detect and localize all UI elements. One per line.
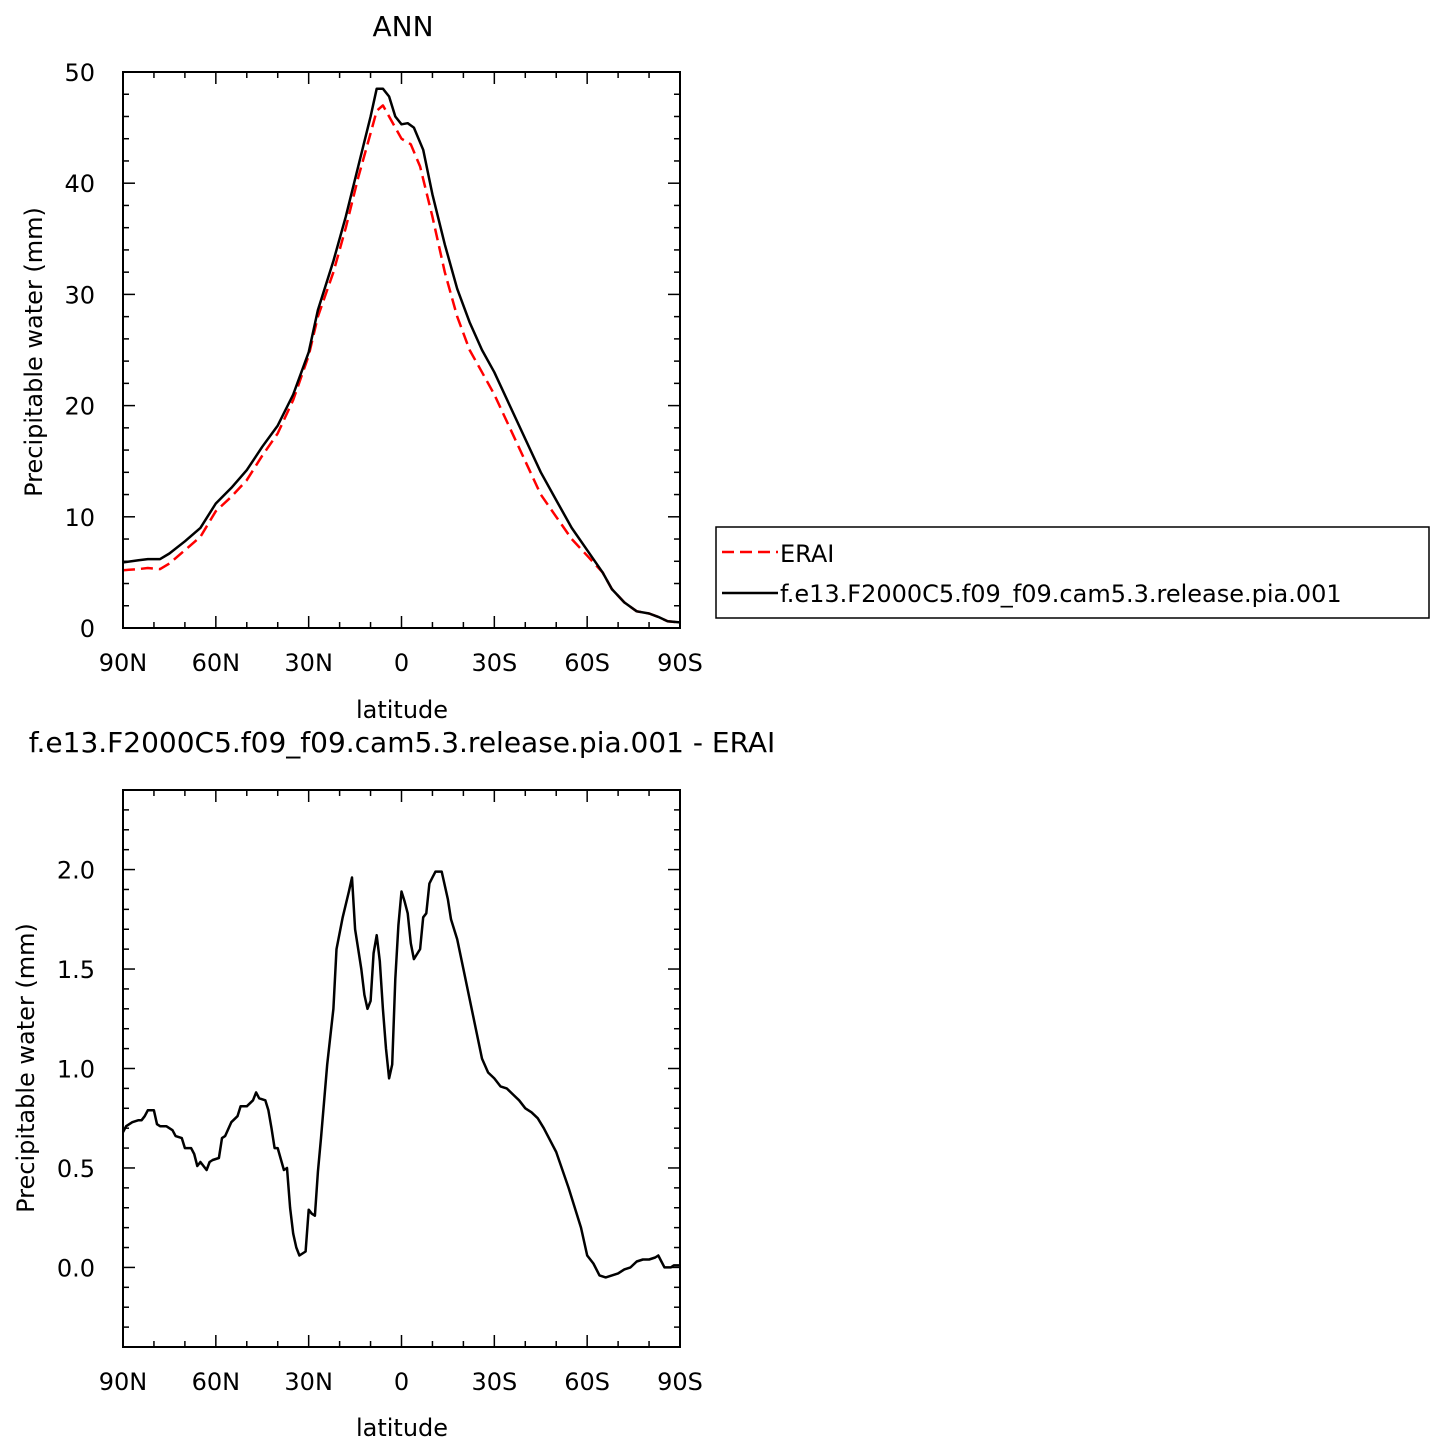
top-y-tick-label: 0: [80, 615, 95, 643]
bottom-x-tick-label: 60S: [564, 1368, 610, 1396]
top-series-group: [122, 87, 681, 624]
top-x-tick-label: 90S: [657, 649, 703, 677]
bottom-x-axis-label: latitude: [356, 1414, 448, 1442]
panel-bottom: f.e13.F2000C5.f09_f09.cam5.3.release.pia…: [12, 726, 775, 1442]
bottom-y-tick-label: 1.0: [57, 1056, 95, 1084]
bottom-ticks: [122, 789, 681, 1348]
bottom-x-tick-label: 90N: [99, 1368, 148, 1396]
panel-top: ANN Precipitable water (mm) latitude 90N…: [20, 10, 1430, 724]
legend-box: [715, 526, 1430, 619]
top-series-line-0: [122, 104, 681, 624]
bottom-x-tick-label: 30N: [284, 1368, 333, 1396]
bottom-y-tick-label: 2.0: [57, 857, 95, 885]
top-y-axis-label: Precipitable water (mm): [20, 207, 48, 497]
bottom-y-tick-label: 0.0: [57, 1254, 95, 1282]
bottom-y-tick-label: 0.5: [57, 1155, 95, 1183]
bottom-series-group: [121, 870, 680, 1279]
bottom-x-tick-label: 60N: [192, 1368, 241, 1396]
bottom-x-tick-label: 90S: [657, 1368, 703, 1396]
top-x-axis-label: latitude: [356, 696, 448, 724]
top-x-tick-label: 90N: [99, 649, 148, 677]
top-y-tick-label: 20: [64, 393, 95, 421]
bottom-series-line-0: [121, 870, 680, 1279]
bottom-chart-title: f.e13.F2000C5.f09_f09.cam5.3.release.pia…: [29, 726, 776, 759]
bottom-tick-labels: 90N 60N 30N 0 30S 60S 90S 0.0 0.5 1.0 1.5 2.0: [57, 857, 703, 1396]
top-y-tick-label: 30: [64, 281, 95, 309]
bottom-plot-frame: [122, 789, 681, 1348]
top-x-tick-label: 30N: [284, 649, 333, 677]
bottom-x-tick-label: 30S: [471, 1368, 517, 1396]
bottom-x-tick-label: 0: [394, 1368, 409, 1396]
legend: ERAI f.e13.F2000C5.f09_f09.cam5.3.releas…: [715, 526, 1430, 619]
top-y-tick-label: 40: [64, 170, 95, 198]
top-series-line-1: [122, 87, 681, 624]
legend-label-model: f.e13.F2000C5.f09_f09.cam5.3.release.pia…: [780, 580, 1342, 608]
bottom-y-tick-label: 1.5: [57, 956, 95, 984]
top-x-tick-label: 60N: [192, 649, 241, 677]
top-ticks: [122, 71, 681, 629]
top-chart-title: ANN: [372, 10, 433, 43]
bottom-y-axis-label: Precipitable water (mm): [12, 923, 40, 1213]
top-x-tick-label: 30S: [471, 649, 517, 677]
top-y-tick-label: 10: [64, 504, 95, 532]
legend-label-erai: ERAI: [780, 540, 834, 568]
top-x-tick-label: 60S: [564, 649, 610, 677]
top-y-tick-label: 50: [64, 59, 95, 87]
top-tick-labels: 90N 60N 30N 0 30S 60S 90S 0 10 20 30 40 50: [64, 59, 702, 677]
top-plot-frame: [122, 71, 681, 629]
top-x-tick-label: 0: [394, 649, 409, 677]
